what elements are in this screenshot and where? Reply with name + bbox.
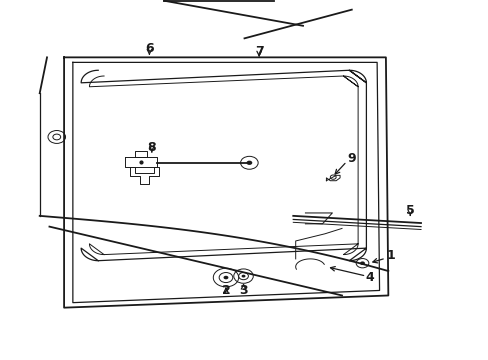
Text: 5: 5 <box>405 204 414 217</box>
Circle shape <box>241 275 245 278</box>
Text: 7: 7 <box>254 45 263 58</box>
Text: 1: 1 <box>386 249 394 262</box>
Text: 9: 9 <box>347 152 355 165</box>
Text: 2: 2 <box>221 284 230 297</box>
Text: 4: 4 <box>365 271 374 284</box>
Text: 6: 6 <box>145 41 153 54</box>
Text: 3: 3 <box>239 284 247 297</box>
Text: 8: 8 <box>147 141 156 154</box>
Circle shape <box>359 261 364 265</box>
Circle shape <box>223 276 228 279</box>
Circle shape <box>246 161 252 165</box>
Polygon shape <box>305 213 331 224</box>
